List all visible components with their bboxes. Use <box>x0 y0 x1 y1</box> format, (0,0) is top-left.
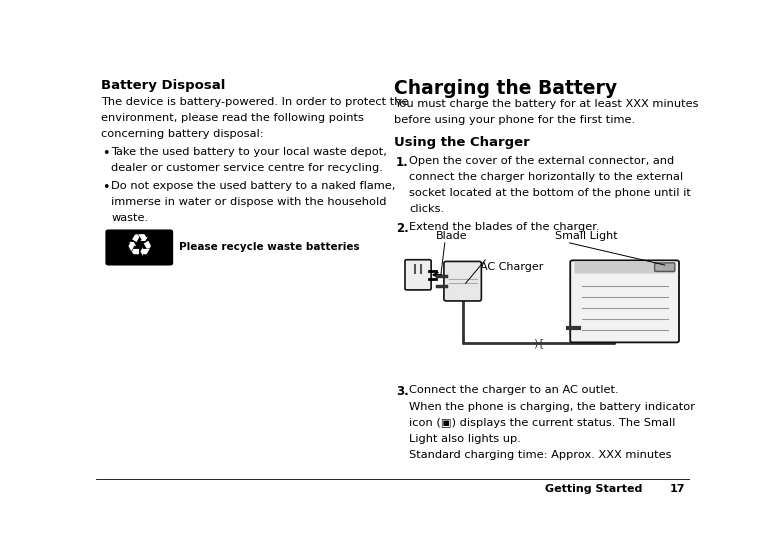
Text: 1.: 1. <box>396 156 409 169</box>
Text: 2.: 2. <box>396 222 409 235</box>
Text: Extend the blades of the charger.: Extend the blades of the charger. <box>409 222 600 232</box>
Text: The device is battery-powered. In order to protect the: The device is battery-powered. In order … <box>100 97 408 107</box>
FancyBboxPatch shape <box>655 263 675 272</box>
Text: Take the used battery to your local waste depot,: Take the used battery to your local wast… <box>111 147 387 157</box>
Text: dealer or customer service centre for recycling.: dealer or customer service centre for re… <box>111 163 383 173</box>
FancyBboxPatch shape <box>570 261 679 342</box>
Text: You must charge the battery for at least XXX minutes: You must charge the battery for at least… <box>394 99 699 109</box>
Text: Small Light: Small Light <box>555 231 617 241</box>
Text: Charging the Battery: Charging the Battery <box>394 79 617 98</box>
Text: AC Charger: AC Charger <box>480 262 544 272</box>
Text: 3.: 3. <box>396 385 409 398</box>
Text: Battery Disposal: Battery Disposal <box>100 79 225 92</box>
Text: Please recycle waste batteries: Please recycle waste batteries <box>179 242 360 252</box>
Text: ♻: ♻ <box>126 233 153 262</box>
FancyBboxPatch shape <box>574 261 675 274</box>
Text: Light also lights up.: Light also lights up. <box>409 434 521 444</box>
Text: Do not expose the used battery to a naked flame,: Do not expose the used battery to a nake… <box>111 181 396 191</box>
Text: ){: ){ <box>532 338 544 348</box>
Text: Using the Charger: Using the Charger <box>394 136 530 150</box>
Text: immerse in water or dispose with the household: immerse in water or dispose with the hou… <box>111 197 387 207</box>
Text: •: • <box>103 181 110 194</box>
Text: Standard charging time: Approx. XXX minutes: Standard charging time: Approx. XXX minu… <box>409 450 672 460</box>
FancyBboxPatch shape <box>444 262 482 301</box>
Text: concerning battery disposal:: concerning battery disposal: <box>100 129 263 139</box>
FancyBboxPatch shape <box>405 260 431 290</box>
Text: connect the charger horizontally to the external: connect the charger horizontally to the … <box>409 172 683 182</box>
Text: before using your phone for the first time.: before using your phone for the first ti… <box>394 115 635 125</box>
Text: clicks.: clicks. <box>409 204 444 214</box>
FancyBboxPatch shape <box>105 230 173 266</box>
Text: Getting Started: Getting Started <box>545 484 643 493</box>
Text: environment, please read the following points: environment, please read the following p… <box>100 113 364 123</box>
Text: icon (▣) displays the current status. The Small: icon (▣) displays the current status. Th… <box>409 418 676 428</box>
Text: •: • <box>103 147 110 160</box>
Text: waste.: waste. <box>111 213 149 223</box>
Text: When the phone is charging, the battery indicator: When the phone is charging, the battery … <box>409 402 695 412</box>
Text: Open the cover of the external connector, and: Open the cover of the external connector… <box>409 156 674 166</box>
Text: 17: 17 <box>670 484 686 493</box>
Text: socket located at the bottom of the phone until it: socket located at the bottom of the phon… <box>409 188 691 198</box>
Text: Blade: Blade <box>436 231 468 241</box>
Text: Connect the charger to an AC outlet.: Connect the charger to an AC outlet. <box>409 385 619 395</box>
